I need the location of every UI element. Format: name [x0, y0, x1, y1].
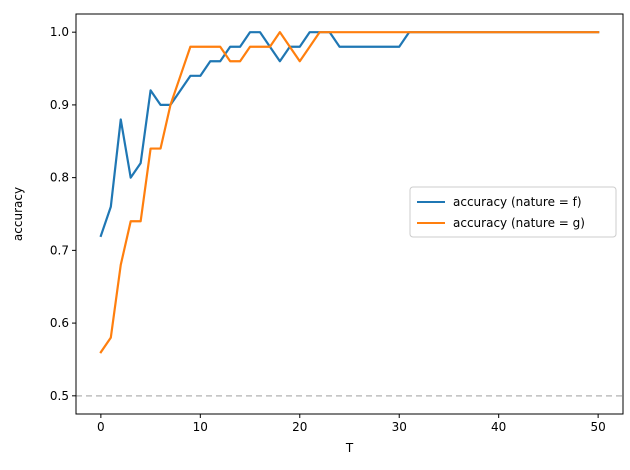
x-tick-label: 30 — [392, 420, 407, 434]
y-axis-label: accuracy — [11, 187, 25, 241]
legend: accuracy (nature = f) accuracy (nature =… — [409, 186, 617, 238]
x-tick-label: 40 — [491, 420, 506, 434]
legend-label-series-g: accuracy (nature = g) — [453, 216, 585, 230]
y-tick-label: 0.8 — [50, 171, 69, 185]
x-axis-label: T — [345, 441, 354, 455]
x-tick-label: 20 — [292, 420, 307, 434]
y-tick-label: 0.9 — [50, 98, 69, 112]
x-tick-label: 10 — [193, 420, 208, 434]
y-tick-label: 0.6 — [50, 316, 69, 330]
x-tick-label: 50 — [590, 420, 605, 434]
y-tick-label: 1.0 — [50, 25, 69, 39]
series-line-1 — [99, 31, 600, 354]
legend-label-series-f: accuracy (nature = f) — [453, 195, 582, 209]
y-axis-ticks: 0.5 0.6 0.7 0.8 0.9 1.0 — [50, 25, 76, 403]
series-layer — [99, 31, 600, 354]
plot-area-frame — [75, 13, 624, 415]
y-tick-label: 0.7 — [50, 243, 69, 257]
legend-box — [409, 186, 617, 238]
y-tick-label: 0.5 — [50, 389, 69, 403]
x-tick-label: 0 — [97, 420, 105, 434]
x-axis-ticks: 0 10 20 30 40 50 — [97, 414, 606, 434]
